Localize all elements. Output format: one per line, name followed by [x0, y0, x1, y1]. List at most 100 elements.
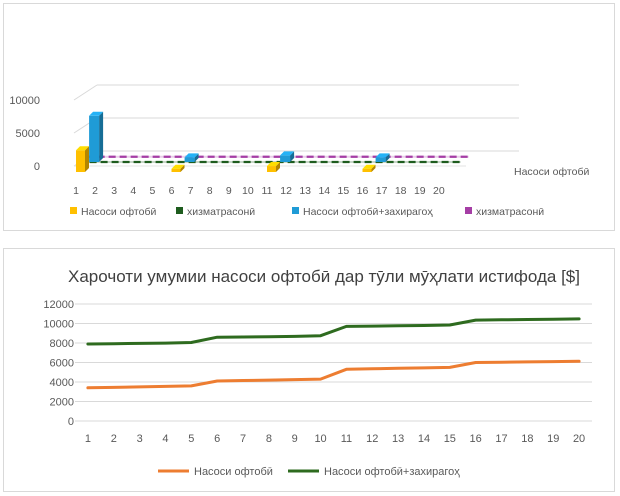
legend-swatch: [465, 207, 472, 214]
y-tick-label: 2000: [50, 397, 74, 409]
bar: [280, 151, 295, 162]
bar: [76, 146, 89, 172]
x-tick-label: 20: [573, 433, 585, 445]
x-tick-label: 16: [470, 433, 482, 445]
series-line: [86, 317, 581, 346]
bar-side: [276, 162, 280, 172]
bar-chart-panel: 0 5000 10000 1 2 3 4 5 6 7 8 9 10 11 12 13 14 15 16 17 18 19 2…: [3, 3, 615, 231]
legend-label: хизматрасонӣ: [476, 206, 544, 218]
bar-side: [194, 153, 199, 162]
legend-swatch: [70, 207, 77, 214]
y-tick-label: 0: [34, 161, 40, 173]
x-tick-label: 5: [188, 433, 194, 445]
series-axis-label: Насоси офтобӣ: [514, 166, 589, 178]
bar-top: [375, 153, 390, 158]
legend-item: хизматрасонӣ: [176, 206, 255, 218]
x-tick-label: 3: [111, 185, 117, 197]
x-tick-label: 17: [495, 433, 507, 445]
x-tick-label: 11: [341, 433, 352, 445]
bar-front: [89, 115, 100, 162]
bar-top: [267, 162, 280, 167]
y-tick-label: 5000: [16, 128, 40, 140]
legend-item: хизматрасонӣ: [465, 206, 544, 218]
legend-label: хизматрасонӣ: [187, 206, 255, 218]
x-tick-label: 13: [299, 185, 311, 197]
bar-side: [99, 111, 104, 162]
x-tick-label: 8: [266, 433, 272, 445]
x-tick-label: 11: [262, 185, 273, 197]
x-tick-label: 10: [314, 433, 326, 445]
legend-label: Насоси офтобӣ: [81, 206, 156, 218]
bar-top: [89, 111, 104, 116]
legend-item: Насоси офтобӣ+захирагоҳ: [288, 466, 460, 478]
bar: [362, 164, 376, 172]
x-tick-label: 2: [111, 433, 117, 445]
bar-top: [184, 153, 199, 158]
legend-label: Насоси офтобӣ+захирагоҳ: [324, 466, 460, 478]
x-tick-label: 4: [162, 433, 168, 445]
series-line: [86, 359, 581, 390]
bar-front: [76, 150, 85, 172]
legend: Насоси офтобӣ Насоси офтобӣ+захирагоҳ: [158, 466, 460, 478]
bar-front: [184, 157, 195, 162]
x-tick-label: 4: [130, 185, 136, 197]
legend-label: Насоси офтобӣ: [194, 466, 273, 478]
x-tick-label: 10: [242, 185, 254, 197]
x-tick-label: 15: [338, 185, 350, 197]
x-tick-label: 2: [92, 185, 98, 197]
y-tick-label: 6000: [50, 358, 74, 370]
x-tick-label: 8: [207, 185, 213, 197]
bar-side: [290, 151, 295, 162]
legend-swatch: [176, 207, 183, 214]
x-tick-label: 14: [418, 433, 430, 445]
legend-item: Насоси офтобӣ: [158, 466, 273, 478]
bar-front: [280, 155, 291, 162]
x-tick-label: 16: [357, 185, 369, 197]
legend-item: Насоси офтобӣ: [70, 206, 156, 218]
legend: Насоси офтобӣ хизматрасонӣ Насоси офтобӣ+з…: [70, 206, 544, 218]
chart-title: Харочоти умумии насоси офтобӣ дар тӯли м…: [68, 267, 580, 286]
gridline-depth: [73, 84, 98, 101]
line-chart-panel: Харочоти умумии насоси офтобӣ дар тӯли м…: [3, 248, 615, 492]
x-tick-label: 9: [226, 185, 232, 197]
legend-item: Насоси офтобӣ+захирагоҳ: [292, 206, 433, 218]
bar-front: [267, 166, 276, 172]
x-tick-label: 17: [376, 185, 388, 197]
x-tick-label: 3: [137, 433, 143, 445]
legend-swatch: [292, 207, 299, 214]
x-tick-label: 1: [73, 185, 79, 197]
x-tick-label: 19: [547, 433, 559, 445]
x-tick-label: 9: [292, 433, 298, 445]
bar: [89, 111, 104, 162]
bar: [267, 162, 280, 172]
x-tick-label: 1: [85, 433, 91, 445]
bar-front: [362, 168, 372, 172]
x-tick-label: 12: [366, 433, 378, 445]
x-tick-label: 15: [444, 433, 456, 445]
bar-front: [375, 157, 386, 162]
y-tick-label: 0: [68, 416, 74, 428]
line-chart: Харочоти умумии насоси офтобӣ дар тӯли м…: [43, 267, 592, 478]
y-tick-label: 10000: [9, 95, 40, 107]
x-tick-label: 14: [318, 185, 330, 197]
x-tick-label: 18: [395, 185, 407, 197]
bar-top: [76, 146, 89, 151]
x-tick-label: 13: [392, 433, 404, 445]
bar-side: [180, 164, 185, 172]
y-tick-label: 10000: [43, 319, 74, 331]
x-tick-label: 6: [169, 185, 175, 197]
y-tick-label: 12000: [43, 299, 74, 311]
x-tick-label: 12: [280, 185, 292, 197]
bar-front: [171, 168, 181, 172]
x-tick-label: 20: [433, 185, 445, 197]
bar-side: [371, 164, 376, 172]
y-tick-label: 8000: [50, 338, 74, 350]
x-tick-label: 18: [521, 433, 533, 445]
y-tick-label: 4000: [50, 377, 74, 389]
bar-top: [280, 151, 295, 156]
x-tick-label: 19: [414, 185, 426, 197]
bar: [171, 164, 185, 172]
bar: [375, 153, 390, 162]
bar: [184, 153, 199, 162]
